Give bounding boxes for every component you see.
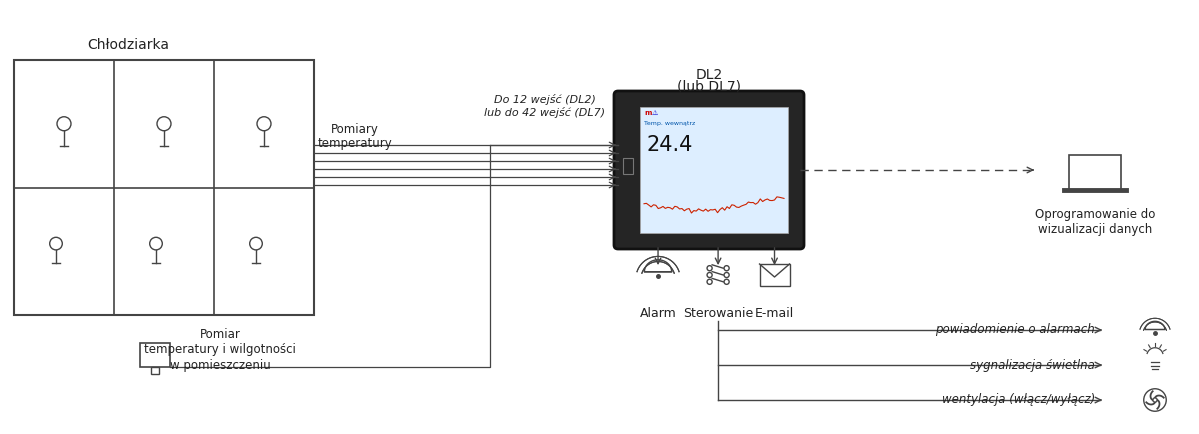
Bar (759, 264, 789, 286)
Text: 24.4: 24.4 (646, 135, 692, 155)
Bar (1070, 155, 1121, 190)
Text: E-mail: E-mail (755, 307, 794, 320)
Text: Sterowanie: Sterowanie (683, 307, 753, 320)
Bar (151, 367, 159, 374)
Text: sygnalizacja świetlna: sygnalizacja świetlna (970, 358, 1095, 372)
Text: m: m (644, 110, 651, 116)
Text: Chłodziarka: Chłodziarka (88, 38, 169, 52)
FancyBboxPatch shape (614, 91, 805, 249)
FancyBboxPatch shape (640, 107, 788, 233)
Text: wentylacja (włącz/wyłącz): wentylacja (włącz/wyłącz) (941, 394, 1095, 407)
Text: Temp. wewnątrz: Temp. wewnątrz (644, 121, 695, 126)
Bar (14, 60, 314, 315)
Text: Pomiary
temperatury: Pomiary temperatury (318, 122, 392, 151)
Text: (lub DL7): (lub DL7) (677, 80, 741, 94)
Text: DL2: DL2 (695, 68, 723, 82)
Bar (623, 158, 633, 174)
Text: Pomiar
temperatury i wilgotności
w pomieszczeniu: Pomiar temperatury i wilgotności w pomie… (144, 329, 296, 372)
Text: Oprogramowanie do
wizualizacji danych: Oprogramowanie do wizualizacji danych (1035, 208, 1155, 236)
Text: powiadomienie o alarmach: powiadomienie o alarmach (935, 323, 1095, 336)
Text: Do 12 wejść (DL2)
lub do 42 wejść (DL7): Do 12 wejść (DL2) lub do 42 wejść (DL7) (484, 94, 605, 118)
Bar (140, 343, 170, 367)
Text: Alarm: Alarm (639, 307, 676, 320)
Text: ⚠: ⚠ (652, 110, 658, 116)
